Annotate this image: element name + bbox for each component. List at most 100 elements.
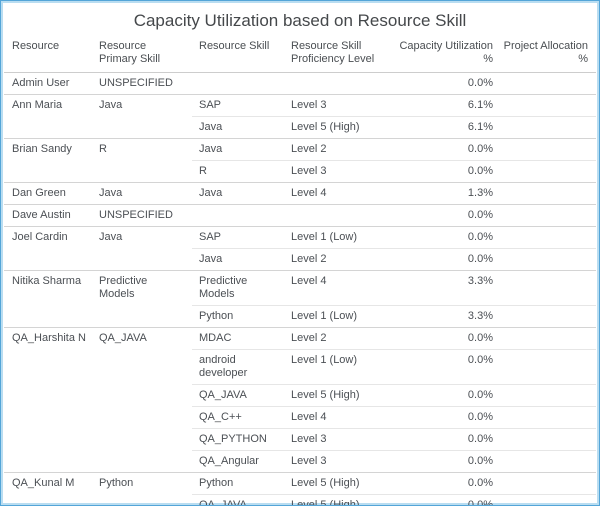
table-row: Ann Maria Java SAP Level 3 6.1% [4,94,596,139]
proficiency-cell: Level 5 (High) [291,472,399,495]
table-row: android developer Level 1 (Low) 0.0% [4,349,596,385]
skill-cell: Java [192,116,291,139]
primary-skill-cell: R [99,138,192,183]
proficiency-cell: Level 3 [291,160,399,183]
primary-skill-cell: UNSPECIFIED [99,72,192,95]
skill-cell [192,72,291,95]
table-row: Java Level 2 0.0% [4,248,596,271]
project-allocation-cell [499,349,596,385]
capacity-utilization-cell: 0.0% [399,406,499,429]
capacity-utilization-cell: 0.0% [399,204,499,227]
project-allocation-cell [499,116,596,139]
project-allocation-cell [499,270,596,306]
resource-cell: Joel Cardin [4,226,99,271]
project-allocation-cell [499,305,596,328]
capacity-utilization-cell: 0.0% [399,349,499,385]
project-allocation-cell [499,327,596,350]
proficiency-cell [291,204,399,227]
skill-cell: Java [192,138,291,161]
table-row: QA_Kunal M Python Python Level 5 (High) 0.0% [4,472,596,505]
skill-cell: R [192,160,291,183]
primary-skill-cell: Python [99,472,192,505]
skill-cell: android developer [192,349,291,385]
skill-cell: Python [192,305,291,328]
proficiency-cell: Level 2 [291,138,399,161]
skill-cell [192,204,291,227]
skill-cell: Predictive Models [192,270,291,306]
skill-cell: QA_JAVA [192,494,291,505]
report-table: Resource Resource Primary Skill Resource… [4,37,596,505]
resource-cell: Dave Austin [4,204,99,227]
table-row: QA_JAVA Level 5 (High) 0.0% [4,384,596,407]
proficiency-cell: Level 1 (Low) [291,305,399,328]
proficiency-cell: Level 3 [291,428,399,451]
table-header-row: Resource Resource Primary Skill Resource… [4,37,596,73]
capacity-utilization-cell: 3.3% [399,305,499,328]
project-allocation-cell [499,182,596,205]
report-table-body: Admin User UNSPECIFIED 0.0% Ann Maria Java SA… [4,72,596,505]
project-allocation-cell [499,494,596,505]
table-row: Brian Sandy R Java Level 2 0.0% [4,138,596,183]
column-header-resource-skill: Resource Skill [192,37,291,73]
capacity-utilization-cell: 6.1% [399,94,499,117]
proficiency-cell: Level 4 [291,406,399,429]
project-allocation-cell [499,94,596,117]
table-row: Python Level 1 (Low) 3.3% [4,305,596,328]
proficiency-cell [291,72,399,95]
proficiency-cell: Level 5 (High) [291,116,399,139]
skill-cell: SAP [192,226,291,249]
report-title: Capacity Utilization based on Resource S… [133,11,467,30]
project-allocation-cell [499,406,596,429]
capacity-utilization-cell: 0.0% [399,72,499,95]
proficiency-cell: Level 3 [291,450,399,473]
proficiency-cell: Level 4 [291,270,399,306]
project-allocation-cell [499,472,596,495]
primary-skill-cell: Predictive Models [99,270,192,328]
proficiency-cell: Level 5 (High) [291,384,399,407]
primary-skill-cell: Java [99,94,192,139]
capacity-utilization-cell: 1.3% [399,182,499,205]
column-header-project-allocation: Project Allocation % [499,37,596,73]
proficiency-cell: Level 1 (Low) [291,226,399,249]
project-allocation-cell [499,160,596,183]
resource-cell: QA_Kunal M [4,472,99,505]
project-allocation-cell [499,72,596,95]
skill-cell: Java [192,182,291,205]
table-row: QA_PYTHON Level 3 0.0% [4,428,596,451]
proficiency-cell: Level 2 [291,327,399,350]
capacity-utilization-cell: 0.0% [399,450,499,473]
capacity-utilization-cell: 0.0% [399,327,499,350]
proficiency-cell: Level 3 [291,94,399,117]
resource-cell: Dan Green [4,182,99,205]
report-table-container: Resource Resource Primary Skill Resource… [4,37,596,505]
skill-cell: QA_Angular [192,450,291,473]
primary-skill-cell: Java [99,182,192,205]
project-allocation-cell [499,248,596,271]
table-row: Dave Austin UNSPECIFIED 0.0% [4,204,596,227]
skill-cell: MDAC [192,327,291,350]
skill-cell: SAP [192,94,291,117]
proficiency-cell: Level 2 [291,248,399,271]
project-allocation-cell [499,450,596,473]
resource-cell: Nitika Sharma [4,270,99,328]
table-row: Dan Green Java Java Level 4 1.3% [4,182,596,205]
column-header-primary-skill: Resource Primary Skill [99,37,192,73]
capacity-utilization-cell: 0.0% [399,138,499,161]
column-header-proficiency-level: Resource Skill Proficiency Level [291,37,399,73]
table-row: QA_C++ Level 4 0.0% [4,406,596,429]
capacity-utilization-cell: 3.3% [399,270,499,306]
project-allocation-cell [499,384,596,407]
proficiency-cell: Level 1 (Low) [291,349,399,385]
resource-cell: Admin User [4,72,99,95]
table-row: Admin User UNSPECIFIED 0.0% [4,72,596,95]
resource-cell: QA_Harshita N [4,327,99,473]
table-row: QA_Angular Level 3 0.0% [4,450,596,473]
project-allocation-cell [499,428,596,451]
capacity-utilization-cell: 0.0% [399,494,499,505]
primary-skill-cell: UNSPECIFIED [99,204,192,227]
project-allocation-cell [499,226,596,249]
project-allocation-cell [499,204,596,227]
resource-cell: Ann Maria [4,94,99,139]
project-allocation-cell [499,138,596,161]
